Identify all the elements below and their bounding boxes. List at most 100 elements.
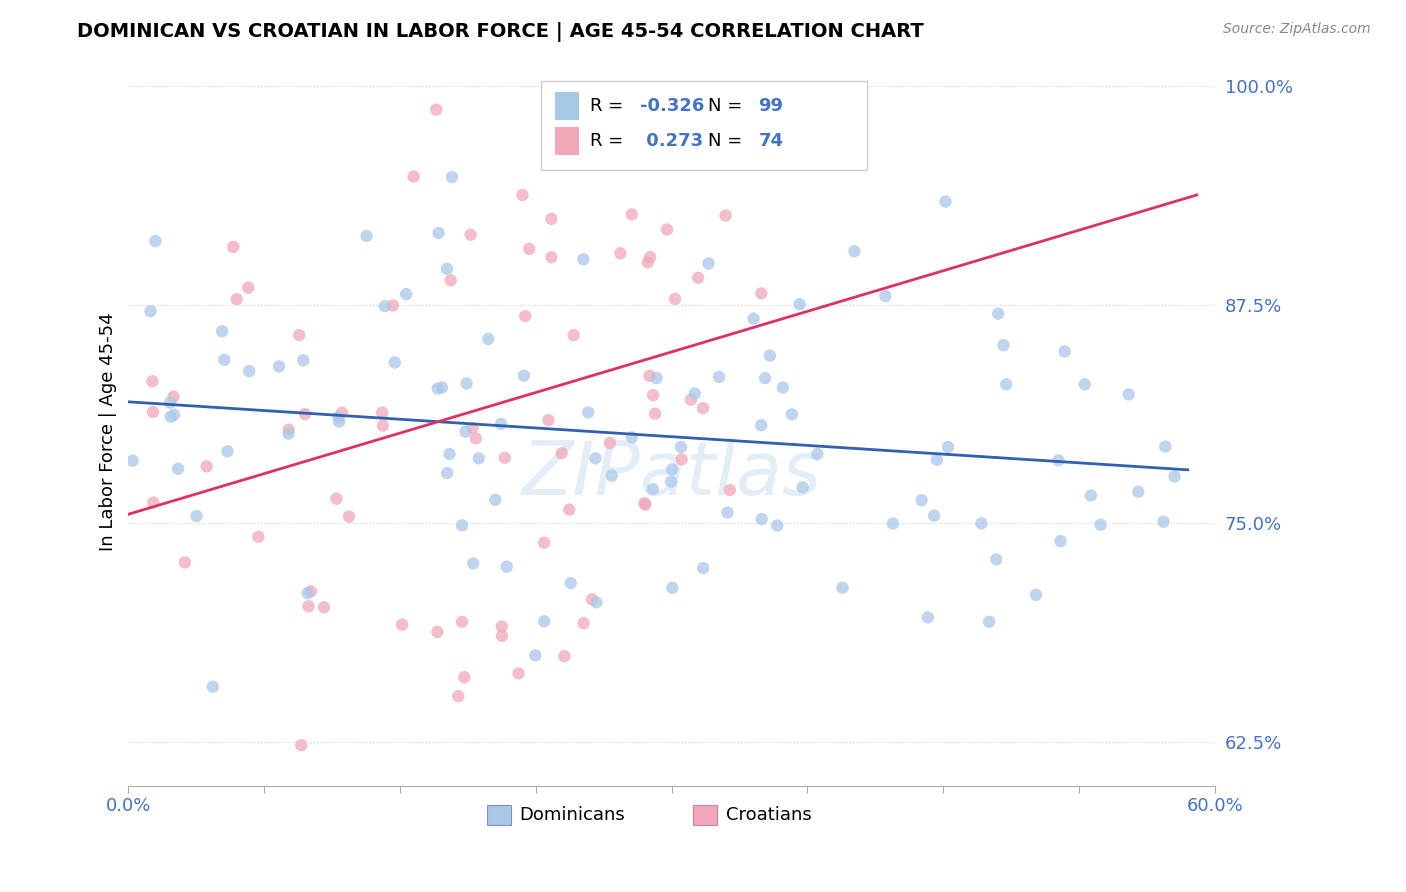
FancyBboxPatch shape bbox=[486, 805, 510, 824]
Point bbox=[707, 370, 730, 384]
Point bbox=[641, 388, 664, 402]
Point bbox=[754, 104, 776, 119]
Point bbox=[1128, 484, 1150, 499]
Point bbox=[211, 324, 233, 338]
Text: 0.273: 0.273 bbox=[640, 132, 703, 150]
Text: N =: N = bbox=[707, 132, 748, 150]
Point bbox=[512, 188, 534, 202]
Point bbox=[337, 509, 360, 524]
Text: R =: R = bbox=[591, 96, 630, 115]
Point bbox=[995, 377, 1018, 392]
Point bbox=[540, 250, 562, 264]
Point bbox=[426, 624, 449, 639]
Point bbox=[562, 328, 585, 343]
Point bbox=[451, 518, 474, 533]
Point bbox=[1080, 488, 1102, 502]
Point bbox=[620, 207, 643, 221]
Point bbox=[634, 498, 657, 512]
Point bbox=[620, 430, 643, 444]
Point bbox=[1047, 453, 1070, 467]
Point bbox=[468, 451, 491, 466]
Point bbox=[581, 592, 603, 607]
Point bbox=[267, 359, 290, 374]
Point bbox=[609, 246, 631, 260]
Point bbox=[484, 492, 506, 507]
Point bbox=[934, 194, 956, 209]
Point bbox=[325, 491, 347, 506]
Point bbox=[515, 309, 537, 323]
Point bbox=[910, 493, 932, 508]
Point bbox=[558, 502, 581, 516]
Point bbox=[661, 581, 683, 595]
Point bbox=[714, 209, 737, 223]
Point bbox=[550, 446, 572, 460]
Text: 74: 74 bbox=[759, 132, 783, 150]
Text: DOMINICAN VS CROATIAN IN LABOR FORCE | AGE 45-54 CORRELATION CHART: DOMINICAN VS CROATIAN IN LABOR FORCE | A… bbox=[77, 22, 924, 42]
Point bbox=[186, 508, 208, 523]
FancyBboxPatch shape bbox=[555, 127, 579, 155]
Point bbox=[425, 103, 447, 117]
Point bbox=[922, 508, 945, 523]
Point bbox=[238, 280, 260, 294]
Point bbox=[925, 452, 948, 467]
Point bbox=[402, 169, 425, 184]
Point bbox=[463, 557, 485, 571]
Point bbox=[384, 355, 406, 369]
Point bbox=[572, 252, 595, 267]
Point bbox=[426, 382, 449, 396]
Point bbox=[440, 170, 463, 185]
Point bbox=[159, 409, 181, 424]
Point bbox=[447, 689, 470, 703]
Point bbox=[451, 615, 474, 629]
FancyBboxPatch shape bbox=[555, 92, 579, 120]
Point bbox=[328, 415, 350, 429]
Point bbox=[312, 600, 335, 615]
Point bbox=[217, 444, 239, 458]
Point bbox=[494, 450, 516, 465]
Point bbox=[247, 530, 270, 544]
Point bbox=[993, 338, 1015, 352]
Point bbox=[371, 406, 394, 420]
Text: N =: N = bbox=[707, 96, 748, 115]
Point bbox=[297, 599, 319, 614]
Point bbox=[288, 328, 311, 343]
Point bbox=[163, 408, 186, 422]
Point bbox=[718, 483, 741, 497]
Point bbox=[917, 610, 939, 624]
Point bbox=[789, 297, 811, 311]
Point bbox=[633, 496, 655, 510]
Point bbox=[477, 332, 499, 346]
Point bbox=[1025, 588, 1047, 602]
Point bbox=[749, 286, 772, 301]
Point bbox=[277, 423, 299, 437]
Point bbox=[141, 374, 163, 388]
Point bbox=[440, 273, 463, 287]
Point bbox=[844, 244, 866, 259]
Point bbox=[638, 368, 661, 383]
Text: Croatians: Croatians bbox=[725, 806, 811, 824]
Point bbox=[645, 371, 668, 385]
Point bbox=[751, 512, 773, 526]
Point bbox=[356, 229, 378, 244]
Point bbox=[533, 614, 555, 628]
Point bbox=[1053, 344, 1076, 359]
Text: 99: 99 bbox=[759, 96, 783, 115]
Point bbox=[142, 495, 165, 509]
Y-axis label: In Labor Force | Age 45-54: In Labor Force | Age 45-54 bbox=[100, 312, 117, 551]
Point bbox=[454, 425, 477, 439]
Point bbox=[692, 561, 714, 575]
Text: ZIPatlas: ZIPatlas bbox=[522, 438, 821, 510]
Point bbox=[641, 482, 664, 496]
Text: Dominicans: Dominicans bbox=[520, 806, 626, 824]
Point bbox=[537, 413, 560, 427]
Point bbox=[436, 466, 458, 480]
Point bbox=[979, 615, 1001, 629]
Text: -0.326: -0.326 bbox=[640, 96, 704, 115]
Point bbox=[201, 680, 224, 694]
Point bbox=[600, 468, 623, 483]
Point bbox=[572, 616, 595, 631]
Point bbox=[540, 211, 562, 226]
Point bbox=[330, 406, 353, 420]
Point bbox=[225, 292, 247, 306]
Point bbox=[882, 516, 904, 531]
